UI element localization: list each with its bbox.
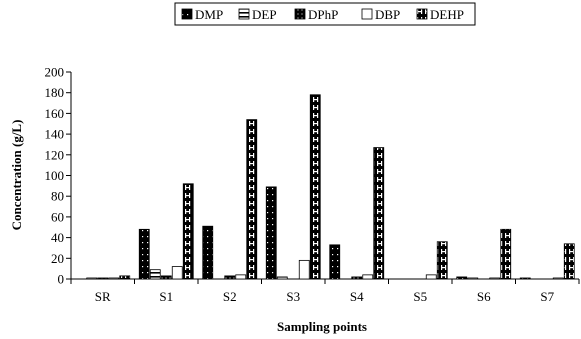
- legend-label-dbp: DBP: [375, 7, 400, 22]
- legend-box: [174, 2, 476, 26]
- bar-dbp-s7: [552, 277, 564, 280]
- bar-dphp-sr: [97, 277, 109, 280]
- legend-label-dmp: DMP: [195, 7, 223, 22]
- x-tick-label: S2: [223, 289, 237, 304]
- x-tick-label: S3: [286, 289, 300, 304]
- bar-dbp-sr: [108, 277, 120, 280]
- bar-dbp-s4: [362, 274, 374, 280]
- y-tick-label: 140: [45, 127, 65, 142]
- y-tick-label: 180: [45, 85, 65, 100]
- x-tick-label: S7: [540, 289, 554, 304]
- bar-dehp-sr: [119, 275, 131, 280]
- y-axis-title: Concentration (g/L): [9, 120, 24, 231]
- bar-dbp-s5: [425, 274, 437, 280]
- y-tick-label: 80: [51, 189, 64, 204]
- bar-dbp-s3: [298, 259, 310, 280]
- bar-dbp-s6: [489, 277, 501, 280]
- bar-dehp-s2: [246, 119, 258, 280]
- bar-dphp-s2: [224, 275, 236, 280]
- y-tick-label: 160: [45, 106, 65, 121]
- legend-swatch-dehp: [416, 8, 428, 20]
- legend-swatch-dmp: [181, 8, 193, 20]
- bar-dmp-s1: [138, 228, 150, 280]
- bar-dehp-s1: [182, 183, 194, 280]
- bar-dmp-s3: [265, 186, 277, 280]
- bar-dehp-s7: [563, 243, 575, 280]
- bar-dmp-s6: [456, 276, 468, 280]
- y-tick-label: 100: [45, 168, 65, 183]
- legend-label-dep: DEP: [252, 7, 277, 22]
- y-tick-label: 20: [51, 251, 64, 266]
- y-tick-label: 0: [58, 272, 65, 287]
- legend-label-dphp: DPhP: [308, 7, 338, 22]
- y-tick-label: 60: [51, 209, 64, 224]
- x-axis: SR S1 S2 S3 S4 S5 S6 S7: [70, 278, 580, 304]
- bar-dphp-s1: [160, 275, 172, 280]
- legend-swatch-dbp: [361, 8, 373, 20]
- bar-dmp-s2: [202, 225, 214, 280]
- bar-dep-s1: [149, 269, 161, 280]
- legend-swatch-dphp: [294, 8, 306, 20]
- bar-dbp-s2: [235, 274, 247, 280]
- bar-dehp-s6: [500, 228, 512, 280]
- bar-dmp-s7: [519, 277, 531, 280]
- bar-dep-sr: [86, 277, 98, 280]
- bar-dehp-s5: [436, 241, 448, 280]
- bars: [86, 94, 575, 280]
- x-tick-label: S6: [477, 289, 491, 304]
- y-tick-label: 40: [51, 230, 64, 245]
- legend-label-dehp: DEHP: [430, 7, 464, 22]
- bar-dehp-s3: [309, 94, 321, 280]
- y-tick-label: 120: [45, 147, 65, 162]
- x-axis-title: Sampling points: [277, 319, 367, 334]
- legend-swatch-dep: [238, 8, 250, 20]
- bar-dbp-s1: [171, 266, 183, 280]
- y-axis: 0 20 40 60 80 100 120 140 160 180 200: [45, 65, 72, 287]
- x-tick-label: S5: [413, 289, 427, 304]
- y-tick-label: 200: [45, 65, 65, 80]
- bar-dep-s3: [276, 276, 288, 280]
- bar-dmp-s4: [329, 244, 341, 280]
- bar-dehp-s4: [373, 147, 385, 280]
- x-tick-label: SR: [95, 289, 111, 304]
- x-tick-label: S1: [159, 289, 173, 304]
- legend: DMP DEP DPhP DBP DEHP: [174, 2, 476, 26]
- bar-dep-s6: [467, 277, 479, 280]
- bar-dphp-s4: [351, 276, 363, 280]
- x-tick-label: S4: [350, 289, 364, 304]
